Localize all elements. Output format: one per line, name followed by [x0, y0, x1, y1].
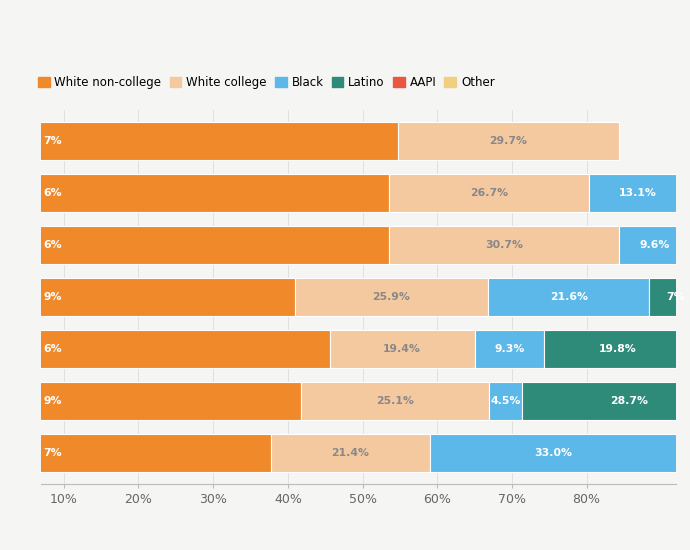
Bar — [522, 382, 690, 420]
Bar — [431, 434, 677, 471]
Text: 28.7%: 28.7% — [611, 396, 649, 406]
Text: 13.1%: 13.1% — [619, 188, 657, 198]
Bar — [544, 330, 690, 367]
Text: 26.7%: 26.7% — [470, 188, 508, 198]
Bar — [330, 330, 475, 367]
Text: 30.7%: 30.7% — [485, 240, 523, 250]
Bar — [589, 174, 687, 212]
Text: 9%: 9% — [43, 396, 62, 406]
Bar — [488, 278, 649, 316]
Text: 6%: 6% — [43, 344, 62, 354]
Text: 7%: 7% — [43, 448, 62, 458]
Bar — [619, 227, 690, 264]
Text: 9.3%: 9.3% — [494, 344, 524, 354]
Bar — [0, 123, 397, 160]
Text: 7%: 7% — [666, 292, 684, 302]
Bar — [489, 382, 522, 420]
Bar — [389, 227, 619, 264]
Text: 19.8%: 19.8% — [599, 344, 637, 354]
Bar — [0, 174, 389, 212]
Bar — [389, 174, 589, 212]
Bar — [270, 434, 431, 471]
Text: 29.7%: 29.7% — [489, 136, 528, 146]
Bar — [475, 330, 544, 367]
Text: 33.0%: 33.0% — [535, 448, 573, 458]
Bar — [397, 123, 620, 160]
Text: 21.6%: 21.6% — [550, 292, 588, 302]
Bar — [0, 278, 295, 316]
Text: 7%: 7% — [43, 136, 62, 146]
Bar — [0, 330, 330, 367]
Bar — [649, 278, 690, 316]
Text: 6%: 6% — [43, 188, 62, 198]
Text: 9%: 9% — [43, 292, 62, 302]
Text: 6%: 6% — [43, 240, 62, 250]
Text: 25.9%: 25.9% — [373, 292, 411, 302]
Text: 21.4%: 21.4% — [332, 448, 370, 458]
Bar — [0, 434, 270, 471]
Bar — [302, 382, 489, 420]
Text: 9.6%: 9.6% — [640, 240, 670, 250]
Bar — [0, 227, 389, 264]
Bar — [295, 278, 488, 316]
Legend: White non-college, White college, Black, Latino, AAPI, Other: White non-college, White college, Black,… — [38, 76, 495, 89]
Text: 4.5%: 4.5% — [491, 396, 521, 406]
Text: 25.1%: 25.1% — [376, 396, 414, 406]
Bar — [0, 382, 302, 420]
Text: 19.4%: 19.4% — [383, 344, 421, 354]
